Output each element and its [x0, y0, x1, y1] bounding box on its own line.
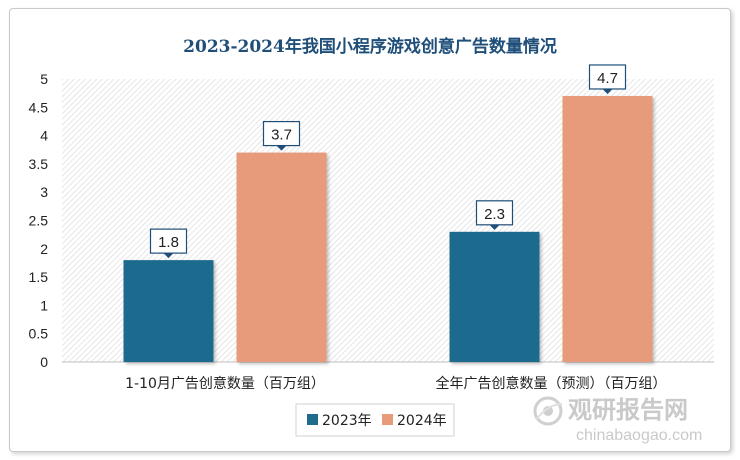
- data-label: 3.7: [271, 127, 292, 144]
- bars-group: 1.8 3.7 2.3 4.7: [123, 64, 653, 362]
- y-tick-label: 2: [40, 241, 48, 257]
- bar-2023年-2: [449, 231, 540, 362]
- bar-2024年-2: [562, 95, 653, 362]
- data-label-box: [475, 200, 514, 226]
- category-label: 全年广告创意数量（预测）（百万组）: [436, 375, 667, 392]
- data-label: 2.3: [484, 206, 505, 223]
- legend-swatch-2023: [307, 414, 318, 425]
- bar-2023年-1: [123, 260, 214, 362]
- watermark-logo-icon: [533, 396, 563, 426]
- chart-title: 2023-2024年我国小程序游戏创意广告数量情况: [183, 36, 557, 57]
- legend-label-2023: 2023年: [322, 413, 372, 429]
- y-axis: 0 0.5 1 1.5 2 2.5 3 3.5 4 4.5 5: [29, 71, 49, 370]
- y-tick-label: 3: [40, 184, 48, 200]
- data-label-pointer: [163, 253, 174, 259]
- y-tick-label: 3.5: [29, 156, 49, 172]
- legend-swatch-2024: [382, 414, 393, 425]
- watermark: 观研报告网 chinabaogao.com: [533, 396, 702, 444]
- data-label-box: [149, 228, 188, 254]
- y-tick-label: 4.5: [29, 99, 49, 115]
- watermark-name: 观研报告网: [568, 396, 688, 424]
- bar-2024年-1: [236, 152, 327, 362]
- y-tick-label: 0: [40, 354, 48, 370]
- watermark-url: chinabaogao.com: [576, 427, 702, 444]
- y-tick-label: 0.5: [29, 326, 49, 342]
- data-label-box: [262, 120, 301, 147]
- x-axis: 1-10月广告创意数量（百万组） 全年广告创意数量（预测）（百万组）: [125, 375, 666, 392]
- data-label: 4.7: [597, 70, 618, 87]
- data-label-pointer: [276, 145, 287, 151]
- category-label: 1-10月广告创意数量（百万组）: [125, 375, 325, 392]
- data-label: 1.8: [158, 234, 179, 251]
- y-tick-label: 5: [40, 71, 48, 87]
- legend: 2023年 2024年: [295, 403, 455, 437]
- data-label-pointer: [602, 88, 613, 94]
- data-label-pointer: [489, 224, 500, 230]
- data-label-box: [588, 64, 627, 90]
- y-tick-label: 1.5: [29, 269, 49, 285]
- y-tick-label: 4: [40, 128, 48, 144]
- legend-box: [295, 403, 455, 437]
- y-tick-label: 1: [40, 297, 48, 313]
- y-tick-label: 2.5: [29, 213, 49, 229]
- legend-label-2024: 2024年: [397, 413, 447, 429]
